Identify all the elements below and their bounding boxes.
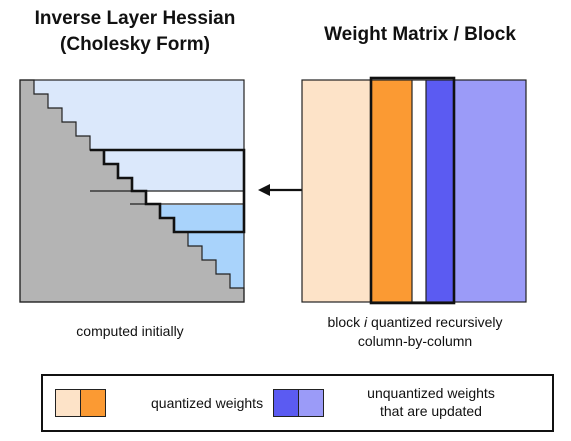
unquantized-light-swatch (298, 389, 324, 417)
hessian-caption: computed initially (76, 323, 184, 339)
hessian-title-line1: Inverse Layer Hessian (34, 8, 236, 29)
quantized-region-light (302, 80, 371, 302)
hessian-title-line2: (Cholesky Form) (60, 34, 210, 55)
unquantized-block-dark (426, 80, 454, 302)
quantized-weights-label: quantized weights (151, 395, 264, 411)
weight-matrix-title: Weight Matrix / Block (324, 24, 516, 45)
weight-caption: block i quantized recursively column-by-… (290, 313, 540, 351)
weight-caption-line2: column-by-column (357, 333, 473, 349)
weight-matrix (301, 76, 527, 305)
unquantized-region-light (454, 80, 526, 302)
current-column-white (412, 80, 426, 302)
active-block-outline (369, 76, 456, 305)
hessian-title: Inverse Layer Hessian (Cholesky Form) (0, 6, 270, 58)
weight-caption-line1: block i quantized recursively (327, 314, 503, 330)
quantized-light-swatch (55, 389, 81, 417)
legend: quantized weights unquantized weights th… (41, 374, 554, 432)
unquantized-weights-label: unquantized weights that are updated (367, 385, 495, 419)
hessian-matrix (19, 79, 246, 303)
hessian-block-outline (90, 148, 246, 234)
quantized-orange-swatch (80, 389, 106, 417)
quantized-block-orange (371, 80, 412, 302)
unquantized-dark-swatch (273, 389, 299, 417)
hessian-block-white-row (130, 191, 244, 205)
